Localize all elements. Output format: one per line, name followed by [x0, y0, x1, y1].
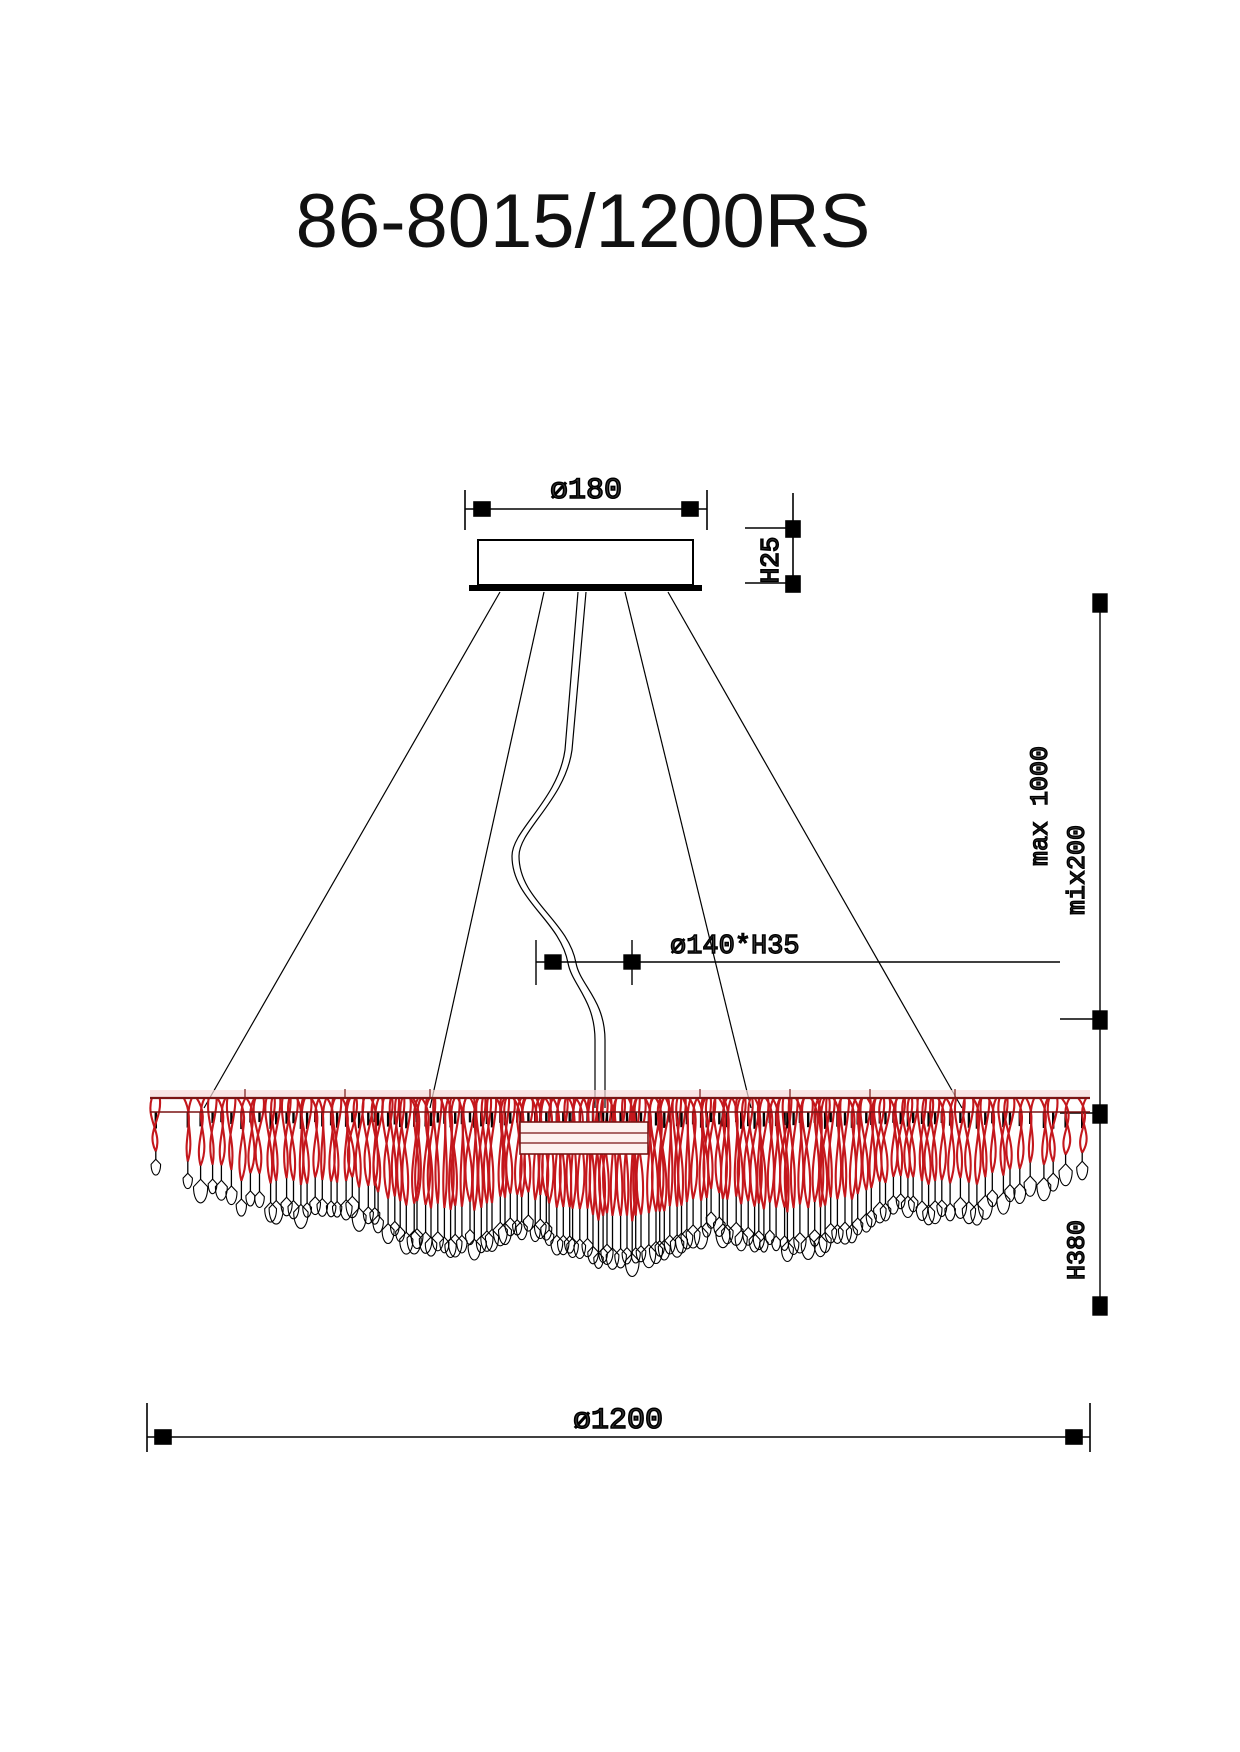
svg-text:ø180: ø180	[550, 474, 622, 508]
svg-text:mix200: mix200	[1063, 825, 1092, 915]
svg-text:H25: H25	[756, 537, 786, 584]
svg-text:H380: H380	[1063, 1220, 1092, 1280]
svg-text:ø1200: ø1200	[573, 1404, 663, 1438]
svg-text:ø140*H35: ø140*H35	[670, 932, 800, 962]
svg-text:max 1000: max 1000	[1026, 746, 1055, 866]
